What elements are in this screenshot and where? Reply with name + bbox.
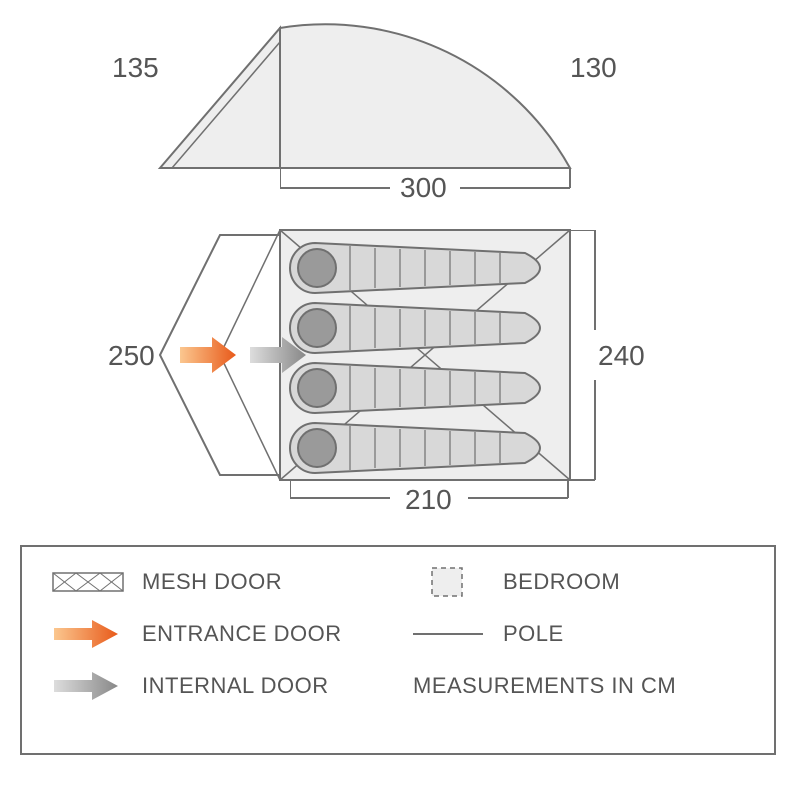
legend: MESH DOOR BEDROOM <box>20 545 776 755</box>
dim-dome-height: 130 <box>570 52 617 84</box>
dim-bedroom-width: 210 <box>405 484 452 516</box>
dim-bedroom-depth: 240 <box>598 340 645 372</box>
tent-diagram: 135 130 300 <box>0 0 800 530</box>
legend-label: POLE <box>503 621 564 647</box>
legend-pole: POLE <box>413 619 744 649</box>
dim-footprint-depth: 250 <box>108 340 155 372</box>
entrance-arrow-legend-icon <box>52 619 124 649</box>
legend-internal-door: INTERNAL DOOR <box>52 671 383 701</box>
legend-entrance-door: ENTRANCE DOOR <box>52 619 383 649</box>
legend-bedroom: BEDROOM <box>413 567 744 597</box>
legend-label: ENTRANCE DOOR <box>142 621 342 647</box>
mesh-door-icon <box>52 567 124 597</box>
plan-view <box>150 225 580 485</box>
pole-icon <box>413 619 485 649</box>
dim-porch-height: 135 <box>112 52 159 84</box>
dim-dome-width: 300 <box>400 172 447 204</box>
legend-mesh-door: MESH DOOR <box>52 567 383 597</box>
units-note: MEASUREMENTS IN CM <box>413 673 676 699</box>
side-elevation <box>150 18 580 178</box>
legend-label: BEDROOM <box>503 569 620 595</box>
legend-units: MEASUREMENTS IN CM <box>413 671 744 701</box>
bedroom-icon <box>413 567 485 597</box>
legend-label: MESH DOOR <box>142 569 282 595</box>
legend-label: INTERNAL DOOR <box>142 673 329 699</box>
internal-arrow-legend-icon <box>52 671 124 701</box>
